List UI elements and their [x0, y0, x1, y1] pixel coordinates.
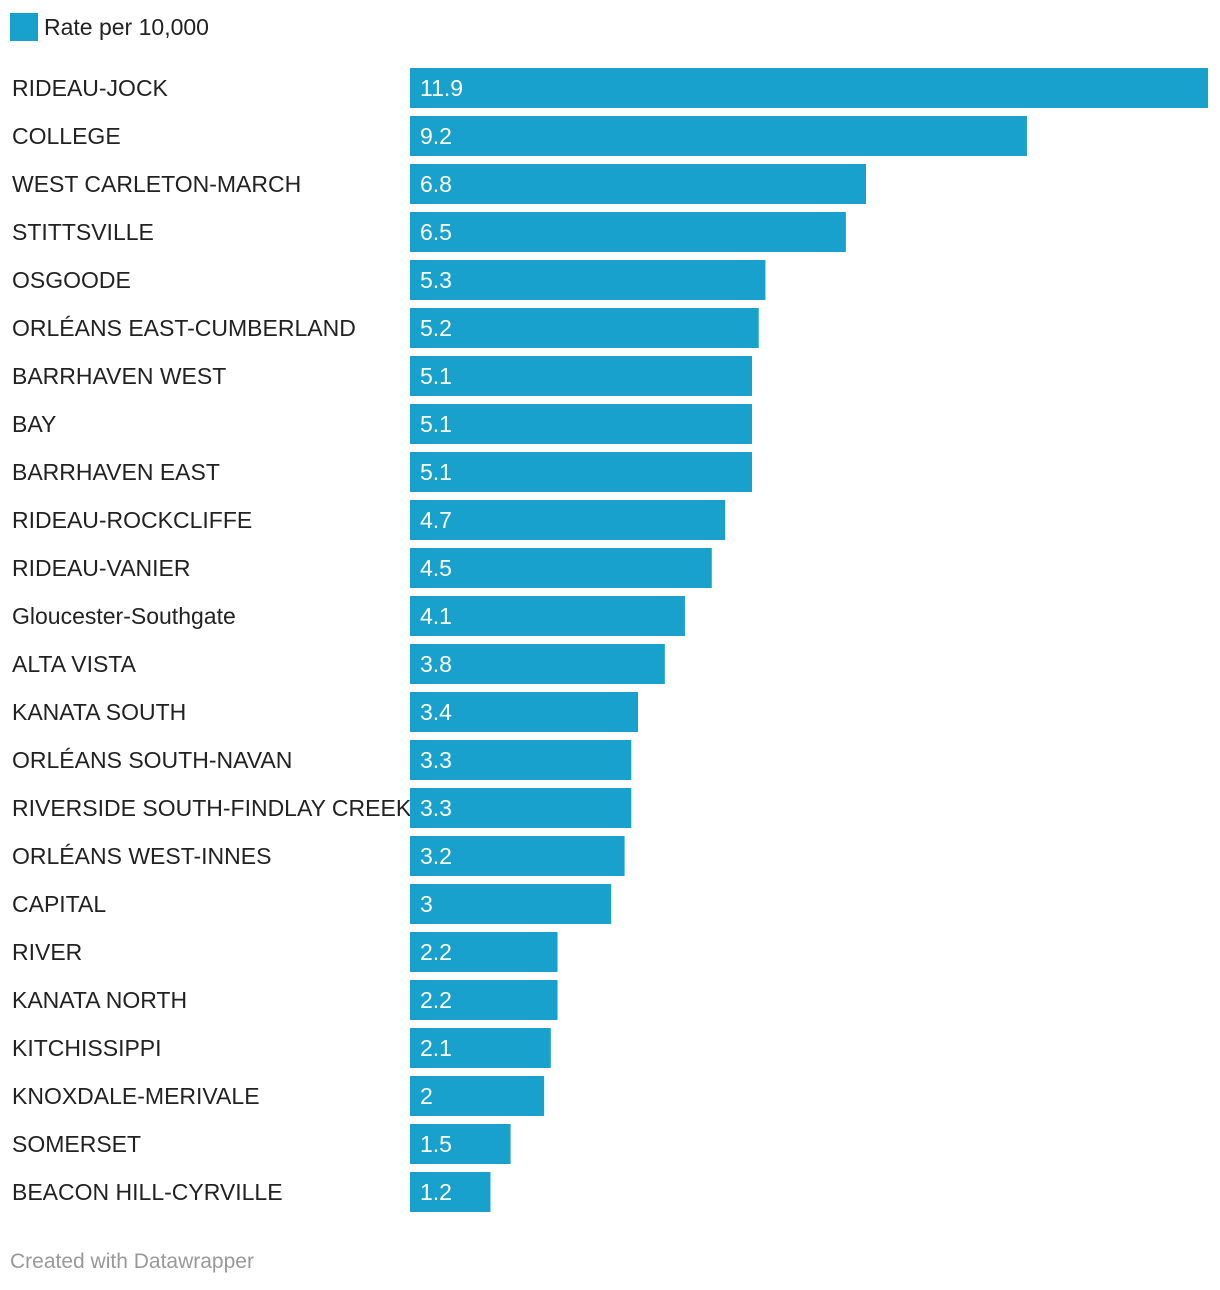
- category-label: COLLEGE: [12, 123, 121, 149]
- bar-value-label: 3.8: [420, 651, 452, 677]
- bar: [410, 452, 752, 492]
- category-label: ORLÉANS WEST-INNES: [12, 843, 271, 869]
- category-label: ORLÉANS SOUTH-NAVAN: [12, 747, 292, 773]
- category-label: ALTA VISTA: [12, 651, 137, 677]
- bar-value-label: 2.1: [420, 1035, 452, 1061]
- bar: [410, 500, 726, 540]
- bar-value-label: 2: [420, 1083, 433, 1109]
- bar-value-label: 3.2: [420, 843, 452, 869]
- bar-value-label: 11.9: [420, 75, 463, 101]
- category-label: STITTSVILLE: [12, 219, 154, 245]
- bar-value-label: 1.5: [420, 1131, 452, 1157]
- bar: [410, 596, 685, 636]
- footer-credit: Created with Datawrapper: [10, 1250, 254, 1273]
- legend-swatch: [10, 13, 38, 41]
- bar: [410, 1028, 551, 1068]
- bar-chart: RIDEAU-JOCK 11.9 COLLEGE 9.2 WEST CARLETON-M…: [12, 68, 1208, 1212]
- chart-legend: Rate per 10,000: [10, 12, 209, 42]
- bar: [410, 788, 632, 828]
- bar-value-label: 1.2: [420, 1179, 452, 1205]
- bar-value-label: 6.8: [420, 171, 452, 197]
- bar-value-label: 3.4: [420, 699, 452, 725]
- category-label: BAY: [12, 411, 56, 437]
- bar-value-label: 3.3: [420, 795, 452, 821]
- bar: [410, 212, 846, 252]
- bar-value-label: 4.5: [420, 555, 452, 581]
- category-label: RIVER: [12, 939, 82, 965]
- bar-value-label: 9.2: [420, 123, 452, 149]
- bar-value-label: 4.7: [420, 507, 452, 533]
- bar-value-label: 5.3: [420, 267, 452, 293]
- bar: [410, 836, 625, 876]
- bar: [410, 1124, 511, 1164]
- bar: [410, 1172, 491, 1212]
- bar: [410, 980, 558, 1020]
- category-label: Gloucester-Southgate: [12, 603, 236, 629]
- category-label: BARRHAVEN WEST: [12, 363, 226, 389]
- bar: [410, 68, 1208, 108]
- bar: [410, 884, 612, 924]
- bar: [410, 260, 766, 300]
- category-label: RIVERSIDE SOUTH-FINDLAY CREEK: [12, 795, 412, 821]
- bar: [410, 644, 665, 684]
- bar-value-label: 2.2: [420, 987, 452, 1013]
- category-label: SOMERSET: [12, 1131, 141, 1157]
- bar-value-label: 2.2: [420, 939, 452, 965]
- category-label: RIDEAU-VANIER: [12, 555, 191, 581]
- category-label: BEACON HILL-CYRVILLE: [12, 1179, 283, 1205]
- bar: [410, 1076, 545, 1116]
- category-label: ORLÉANS EAST-CUMBERLAND: [12, 315, 356, 341]
- bar-value-label: 3: [420, 891, 433, 917]
- category-label: OSGOODE: [12, 267, 131, 293]
- bar: [410, 404, 752, 444]
- category-label: KANATA SOUTH: [12, 699, 186, 725]
- bar: [410, 308, 759, 348]
- category-label: CAPITAL: [12, 891, 106, 917]
- category-label: RIDEAU-JOCK: [12, 75, 169, 101]
- bar-value-label: 5.1: [420, 363, 452, 389]
- bar: [410, 116, 1027, 156]
- bar: [410, 548, 712, 588]
- bar: [410, 164, 866, 204]
- category-label: BARRHAVEN EAST: [12, 459, 220, 485]
- bar-value-label: 3.3: [420, 747, 452, 773]
- bar: [410, 740, 632, 780]
- bar: [410, 356, 752, 396]
- category-label: RIDEAU-ROCKCLIFFE: [12, 507, 252, 533]
- category-label: WEST CARLETON-MARCH: [12, 171, 301, 197]
- bar-value-label: 4.1: [420, 603, 452, 629]
- category-label: KANATA NORTH: [12, 987, 187, 1013]
- bar: [410, 692, 638, 732]
- bar: [410, 932, 558, 972]
- category-label: KNOXDALE-MERIVALE: [12, 1083, 260, 1109]
- bar-value-label: 5.1: [420, 411, 452, 437]
- bar-value-label: 5.2: [420, 315, 452, 341]
- bar-value-label: 6.5: [420, 219, 452, 245]
- category-label: KITCHISSIPPI: [12, 1035, 162, 1061]
- bar-value-label: 5.1: [420, 459, 452, 485]
- legend-label: Rate per 10,000: [44, 13, 209, 40]
